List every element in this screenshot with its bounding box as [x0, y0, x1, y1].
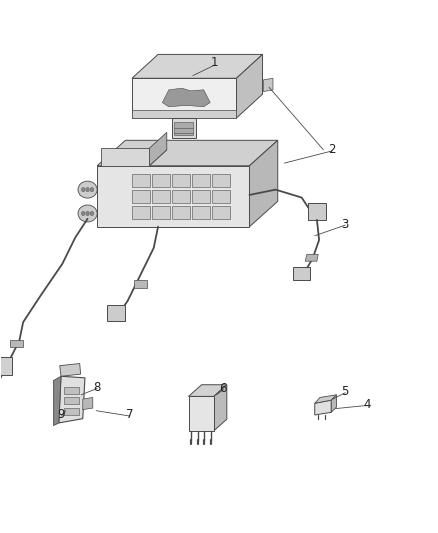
- Bar: [192, 206, 210, 219]
- Text: 9: 9: [58, 408, 65, 422]
- Bar: [64, 398, 79, 405]
- Polygon shape: [102, 150, 167, 166]
- Polygon shape: [10, 340, 23, 347]
- Polygon shape: [162, 88, 210, 107]
- Bar: [64, 387, 79, 394]
- Bar: [212, 190, 230, 203]
- Text: 7: 7: [126, 408, 134, 422]
- Text: 8: 8: [93, 381, 101, 394]
- Polygon shape: [315, 400, 331, 415]
- Circle shape: [86, 188, 89, 192]
- Bar: [172, 190, 190, 203]
- Polygon shape: [174, 122, 193, 135]
- Bar: [132, 190, 150, 203]
- Circle shape: [90, 188, 94, 192]
- Bar: [212, 206, 230, 219]
- Bar: [152, 206, 170, 219]
- Ellipse shape: [78, 205, 97, 222]
- Polygon shape: [263, 78, 273, 92]
- Text: 3: 3: [342, 217, 349, 231]
- Polygon shape: [237, 54, 262, 118]
- Circle shape: [86, 212, 89, 216]
- Text: 4: 4: [363, 398, 371, 411]
- Polygon shape: [132, 78, 237, 118]
- Text: 5: 5: [342, 385, 349, 398]
- Polygon shape: [107, 305, 125, 321]
- Polygon shape: [132, 110, 237, 118]
- Text: 6: 6: [219, 382, 227, 395]
- Text: 2: 2: [328, 143, 336, 156]
- Bar: [172, 206, 190, 219]
- Ellipse shape: [78, 181, 97, 198]
- Polygon shape: [132, 54, 262, 78]
- Polygon shape: [305, 254, 318, 261]
- Polygon shape: [315, 395, 336, 403]
- Polygon shape: [149, 132, 167, 166]
- Polygon shape: [102, 148, 149, 166]
- Bar: [192, 190, 210, 203]
- Polygon shape: [308, 203, 325, 220]
- Polygon shape: [97, 166, 250, 227]
- Polygon shape: [188, 397, 214, 431]
- Polygon shape: [331, 395, 336, 413]
- Bar: [172, 174, 190, 187]
- Polygon shape: [188, 385, 227, 397]
- Polygon shape: [172, 118, 196, 138]
- Polygon shape: [134, 280, 147, 288]
- Bar: [152, 174, 170, 187]
- Polygon shape: [214, 385, 227, 431]
- Bar: [132, 174, 150, 187]
- Polygon shape: [0, 357, 12, 375]
- Text: 1: 1: [211, 56, 219, 69]
- Polygon shape: [59, 376, 85, 423]
- Circle shape: [81, 188, 85, 192]
- Polygon shape: [250, 140, 278, 227]
- Bar: [64, 408, 79, 415]
- Circle shape: [90, 212, 94, 216]
- Polygon shape: [60, 364, 81, 376]
- Polygon shape: [293, 266, 311, 280]
- Bar: [132, 206, 150, 219]
- Polygon shape: [97, 140, 278, 166]
- Bar: [212, 174, 230, 187]
- Bar: [152, 190, 170, 203]
- Polygon shape: [53, 376, 61, 425]
- Polygon shape: [83, 398, 93, 410]
- Bar: [192, 174, 210, 187]
- Circle shape: [81, 212, 85, 216]
